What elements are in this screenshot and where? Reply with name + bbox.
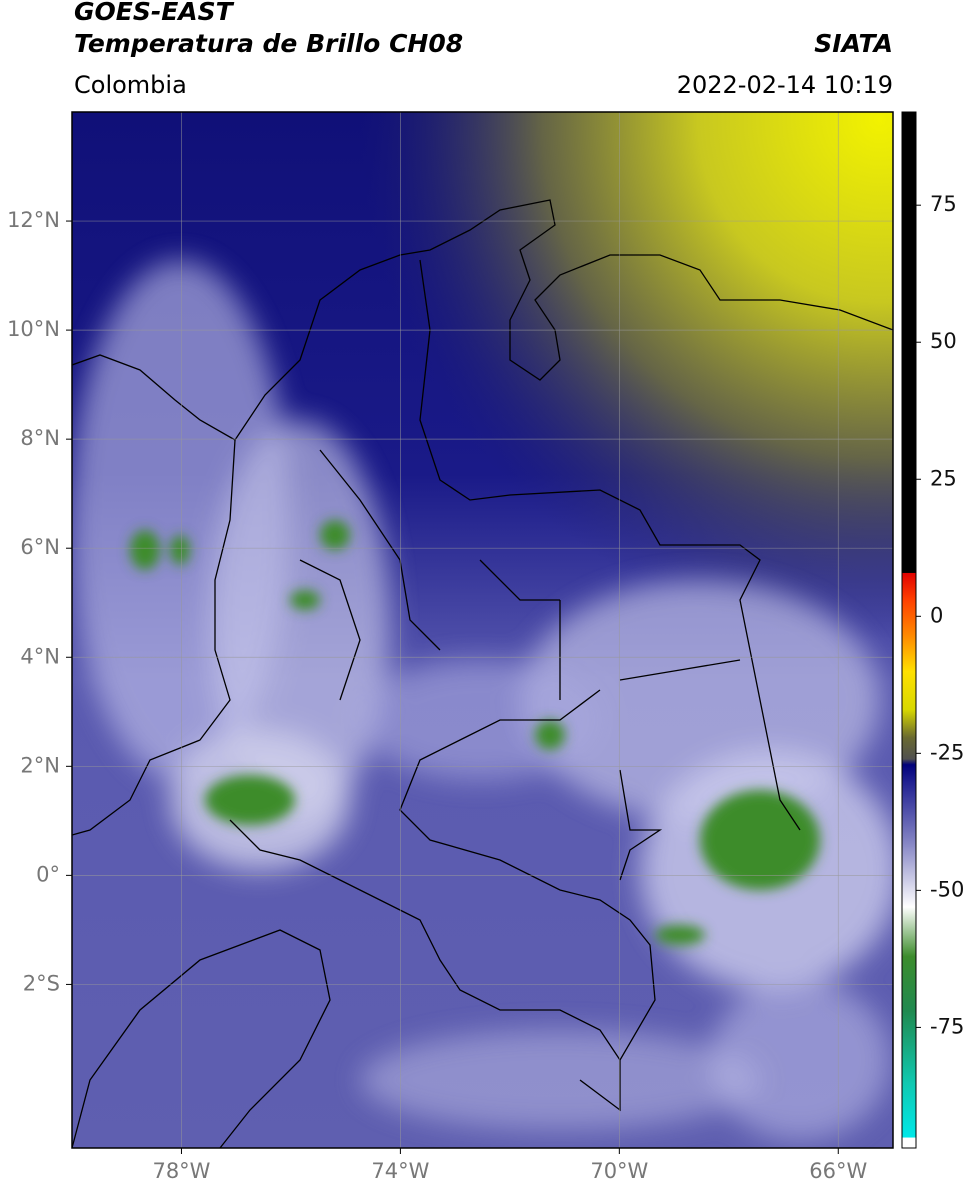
colorbar-segment: [902, 780, 916, 848]
colorbar-segment: [902, 906, 916, 957]
colorbar-segment: [902, 599, 916, 639]
colorbar-frame: [901, 111, 917, 1149]
source: SIATA: [814, 29, 893, 58]
x-tick-label: 78°W: [152, 1159, 210, 1183]
subtitle: Temperatura de Brillo CH08: [74, 29, 463, 58]
x-tick-label: 70°W: [590, 1159, 648, 1183]
region: Colombia: [74, 71, 187, 99]
x-tick-label: 66°W: [809, 1159, 867, 1183]
y-tick-label: 8°N: [20, 426, 60, 450]
colorbar-segment: [902, 1137, 916, 1149]
colorbar-segment: [902, 736, 916, 760]
colorbar-segment: [902, 1082, 916, 1138]
colorbar-segment: [902, 758, 916, 765]
colorbar-tick-label: -50: [930, 877, 964, 901]
y-tick-label: 6°N: [20, 535, 60, 559]
colorbar-segment: [902, 1010, 916, 1083]
colorbar-tick-label: 50: [930, 329, 957, 353]
colorbar-segment: [902, 846, 916, 908]
colorbar-segment: [902, 709, 916, 738]
colorbar-segment: [902, 956, 916, 1012]
colorbar-segment: [902, 671, 916, 710]
colorbar-tick-label: -25: [930, 740, 964, 764]
colorbar-segment: [902, 112, 916, 573]
colorbar: 75 50 25 0 -25 -50 -75: [902, 112, 964, 1149]
y-tick-label: 10°N: [7, 317, 60, 341]
colorbar-segment: [902, 638, 916, 672]
datetime: 2022-02-14 10:19: [677, 71, 893, 99]
y-tick-label: 0°: [36, 862, 60, 886]
map-frame: [71, 111, 894, 1149]
graticule: 78°W 74°W 70°W 66°W 12°N 10°N 8°N 6°N 4°N 2°N 0° 2°…: [7, 112, 893, 1183]
title: GOES-EAST: [74, 0, 235, 26]
colorbar-segment: [902, 572, 916, 601]
colorbar-tick-label: 0: [930, 603, 943, 627]
y-tick-label: 4°N: [20, 644, 60, 668]
colorbar-tick-label: -75: [930, 1014, 964, 1038]
colorbar-segment: [902, 764, 916, 782]
y-tick-label: 2°N: [20, 753, 60, 777]
y-tick-label: 12°N: [7, 208, 60, 232]
y-tick-label: 2°S: [23, 971, 60, 995]
colorbar-tick-label: 75: [930, 192, 957, 216]
colorbar-tick-label: 25: [930, 466, 957, 490]
x-tick-label: 74°W: [371, 1159, 429, 1183]
satellite-image: [72, 112, 893, 1148]
